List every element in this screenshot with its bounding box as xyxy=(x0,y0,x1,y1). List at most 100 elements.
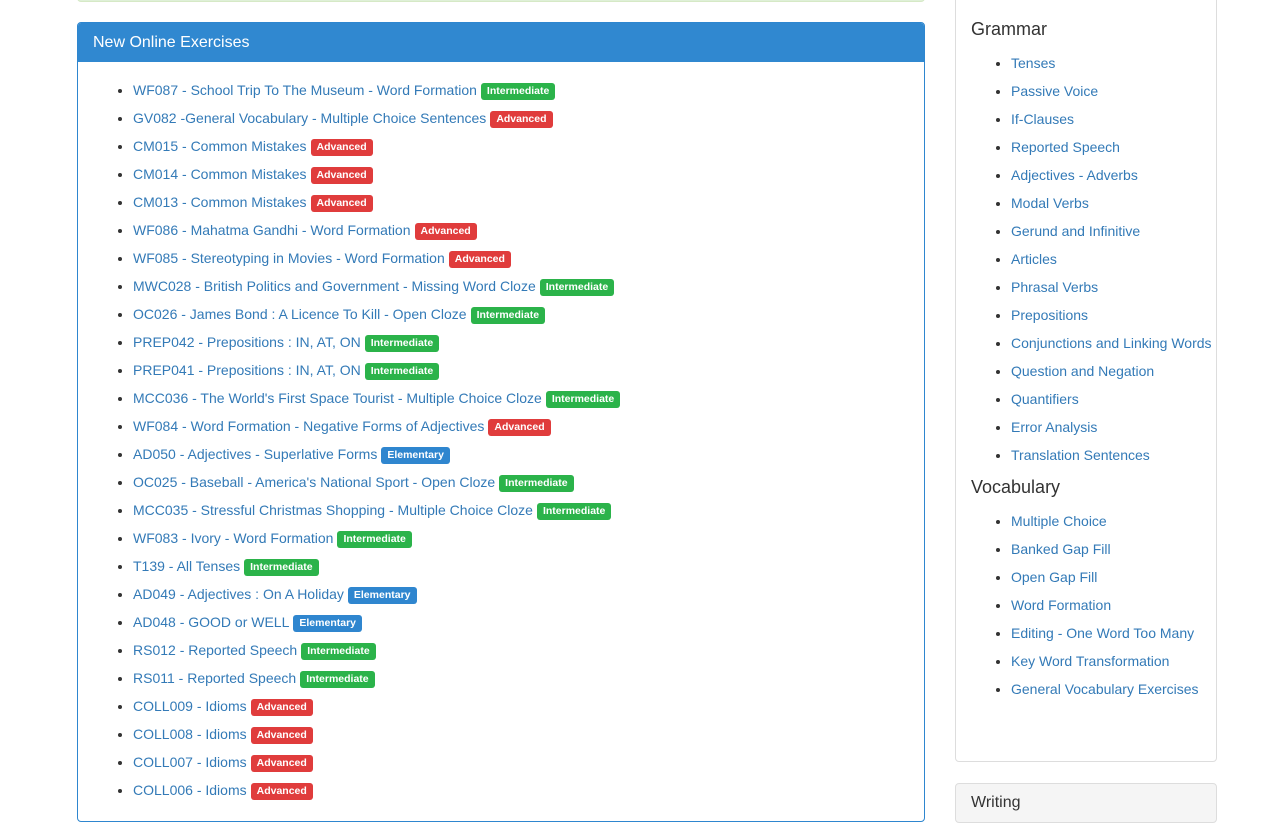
category-item: Passive Voice xyxy=(1011,77,1216,105)
category-link[interactable]: Conjunctions and Linking Words xyxy=(1011,335,1212,351)
sidebar-categories: Grammar Tenses Passive Voice If-Clauses Repo… xyxy=(955,0,1217,762)
level-badge: Advanced xyxy=(250,755,313,772)
level-badge: Advanced xyxy=(414,223,477,240)
level-badge: Advanced xyxy=(310,195,373,212)
category-link[interactable]: If-Clauses xyxy=(1011,111,1075,127)
category-item: Prepositions xyxy=(1011,301,1216,329)
exercise-link[interactable]: WF087 - School Trip To The Museum - Word… xyxy=(133,82,477,98)
category-item: Error Analysis xyxy=(1011,413,1216,441)
exercise-link[interactable]: WF084 - Word Formation - Negative Forms … xyxy=(133,418,485,434)
category-link[interactable]: Reported Speech xyxy=(1011,139,1120,155)
exercise-link[interactable]: MCC035 - Stressful Christmas Shopping - … xyxy=(133,502,533,518)
exercise-link[interactable]: MWC028 - British Politics and Government… xyxy=(133,278,536,294)
category-link[interactable]: Articles xyxy=(1011,251,1057,267)
exercise-item: PREP042 - Prepositions : IN, AT, ONInter… xyxy=(133,332,924,360)
category-item: Translation Sentences xyxy=(1011,441,1216,469)
exercise-item: GV082 -General Vocabulary - Multiple Cho… xyxy=(133,108,924,136)
level-badge: Intermediate xyxy=(470,307,546,324)
exercise-item: MWC028 - British Politics and Government… xyxy=(133,276,924,304)
category-list: Tenses Passive Voice If-Clauses Reported Sp… xyxy=(971,49,1216,469)
level-badge: Intermediate xyxy=(545,391,621,408)
exercise-link[interactable]: COLL008 - Idioms xyxy=(133,726,247,742)
category-item: If-Clauses xyxy=(1011,105,1216,133)
exercise-link[interactable]: MCC036 - The World's First Space Tourist… xyxy=(133,390,542,406)
exercise-link[interactable]: RS012 - Reported Speech xyxy=(133,642,298,658)
category-list: Multiple Choice Banked Gap Fill Open Gap F… xyxy=(971,507,1216,703)
category-link[interactable]: Word Formation xyxy=(1011,597,1112,613)
exercise-link[interactable]: CM015 - Common Mistakes xyxy=(133,138,307,154)
writing-title: Writing xyxy=(971,794,1021,811)
category-link[interactable]: Phrasal Verbs xyxy=(1011,279,1099,295)
exercise-link[interactable]: AD050 - Adjectives - Superlative Forms xyxy=(133,446,378,462)
level-badge: Advanced xyxy=(488,419,551,436)
exercise-item: WF083 - Ivory - Word FormationIntermedia… xyxy=(133,528,924,556)
level-badge: Advanced xyxy=(490,111,553,128)
level-badge: Intermediate xyxy=(539,279,615,296)
exercise-link[interactable]: WF085 - Stereotyping in Movies - Word Fo… xyxy=(133,250,445,266)
exercise-link[interactable]: COLL009 - Idioms xyxy=(133,698,247,714)
new-exercises-panel: New Online Exercises WF087 - School Trip… xyxy=(77,22,925,822)
exercise-link[interactable]: CM014 - Common Mistakes xyxy=(133,166,307,182)
category-link[interactable]: Open Gap Fill xyxy=(1011,569,1098,585)
category-link[interactable]: Modal Verbs xyxy=(1011,195,1089,211)
exercise-link[interactable]: AD048 - GOOD or WELL xyxy=(133,614,290,630)
level-badge: Intermediate xyxy=(300,671,375,688)
category-link[interactable]: Translation Sentences xyxy=(1011,447,1150,463)
panel-title: New Online Exercises xyxy=(78,23,924,62)
exercise-link[interactable]: OC026 - James Bond : A Licence To Kill -… xyxy=(133,306,467,322)
level-badge: Intermediate xyxy=(480,83,556,100)
category-item: Multiple Choice xyxy=(1011,507,1216,535)
category-item: Gerund and Infinitive xyxy=(1011,217,1216,245)
exercise-link[interactable]: AD049 - Adjectives : On A Holiday xyxy=(133,586,344,602)
exercise-link[interactable]: CM013 - Common Mistakes xyxy=(133,194,307,210)
exercise-item: AD049 - Adjectives : On A HolidayElement… xyxy=(133,584,924,612)
exercise-item: WF086 - Mahatma Gandhi - Word FormationA… xyxy=(133,220,924,248)
category-link[interactable]: Key Word Transformation xyxy=(1011,653,1170,669)
category-link[interactable]: Gerund and Infinitive xyxy=(1011,223,1141,239)
category-link[interactable]: Error Analysis xyxy=(1011,419,1098,435)
category-link[interactable]: Banked Gap Fill xyxy=(1011,541,1111,557)
exercise-item: WF084 - Word Formation - Negative Forms … xyxy=(133,416,924,444)
category-item: Key Word Transformation xyxy=(1011,647,1216,675)
category-item: Quantifiers xyxy=(1011,385,1216,413)
category-link[interactable]: Prepositions xyxy=(1011,307,1089,323)
exercise-item: PREP041 - Prepositions : IN, AT, ONInter… xyxy=(133,360,924,388)
level-badge: Advanced xyxy=(250,783,313,800)
exercise-link[interactable]: WF086 - Mahatma Gandhi - Word Formation xyxy=(133,222,411,238)
category-item: Conjunctions and Linking Words xyxy=(1011,329,1216,357)
level-badge: Intermediate xyxy=(499,475,574,492)
exercise-link[interactable]: PREP041 - Prepositions : IN, AT, ON xyxy=(133,362,361,378)
category-link[interactable]: Editing - One Word Too Many xyxy=(1011,625,1195,641)
level-badge: Elementary xyxy=(347,587,417,604)
exercise-link[interactable]: WF083 - Ivory - Word Formation xyxy=(133,530,334,546)
exercise-link[interactable]: T139 - All Tenses xyxy=(133,558,241,574)
level-badge: Advanced xyxy=(310,167,373,184)
category-link[interactable]: Multiple Choice xyxy=(1011,513,1107,529)
category-link[interactable]: Quantifiers xyxy=(1011,391,1079,407)
level-badge: Intermediate xyxy=(536,503,612,520)
category-link[interactable]: Adjectives - Adverbs xyxy=(1011,167,1138,183)
exercise-link[interactable]: COLL007 - Idioms xyxy=(133,754,247,770)
category-link[interactable]: Passive Voice xyxy=(1011,83,1099,99)
level-badge: Intermediate xyxy=(337,531,412,548)
category-link[interactable]: Tenses xyxy=(1011,55,1056,71)
exercise-link[interactable]: RS011 - Reported Speech xyxy=(133,670,297,686)
writing-panel: Writing xyxy=(955,783,1217,823)
level-badge: Intermediate xyxy=(244,559,319,576)
exercise-link[interactable]: GV082 -General Vocabulary - Multiple Cho… xyxy=(133,110,487,126)
exercise-item: WF085 - Stereotyping in Movies - Word Fo… xyxy=(133,248,924,276)
exercise-link[interactable]: PREP042 - Prepositions : IN, AT, ON xyxy=(133,334,361,350)
category-link[interactable]: Question and Negation xyxy=(1011,363,1155,379)
level-badge: Advanced xyxy=(448,251,511,268)
exercise-link[interactable]: COLL006 - Idioms xyxy=(133,782,247,798)
exercise-link[interactable]: OC025 - Baseball - America's National Sp… xyxy=(133,474,496,490)
section-heading: Vocabulary xyxy=(971,477,1061,497)
category-link[interactable]: General Vocabulary Exercises xyxy=(1011,681,1199,697)
category-item: Editing - One Word Too Many xyxy=(1011,619,1216,647)
